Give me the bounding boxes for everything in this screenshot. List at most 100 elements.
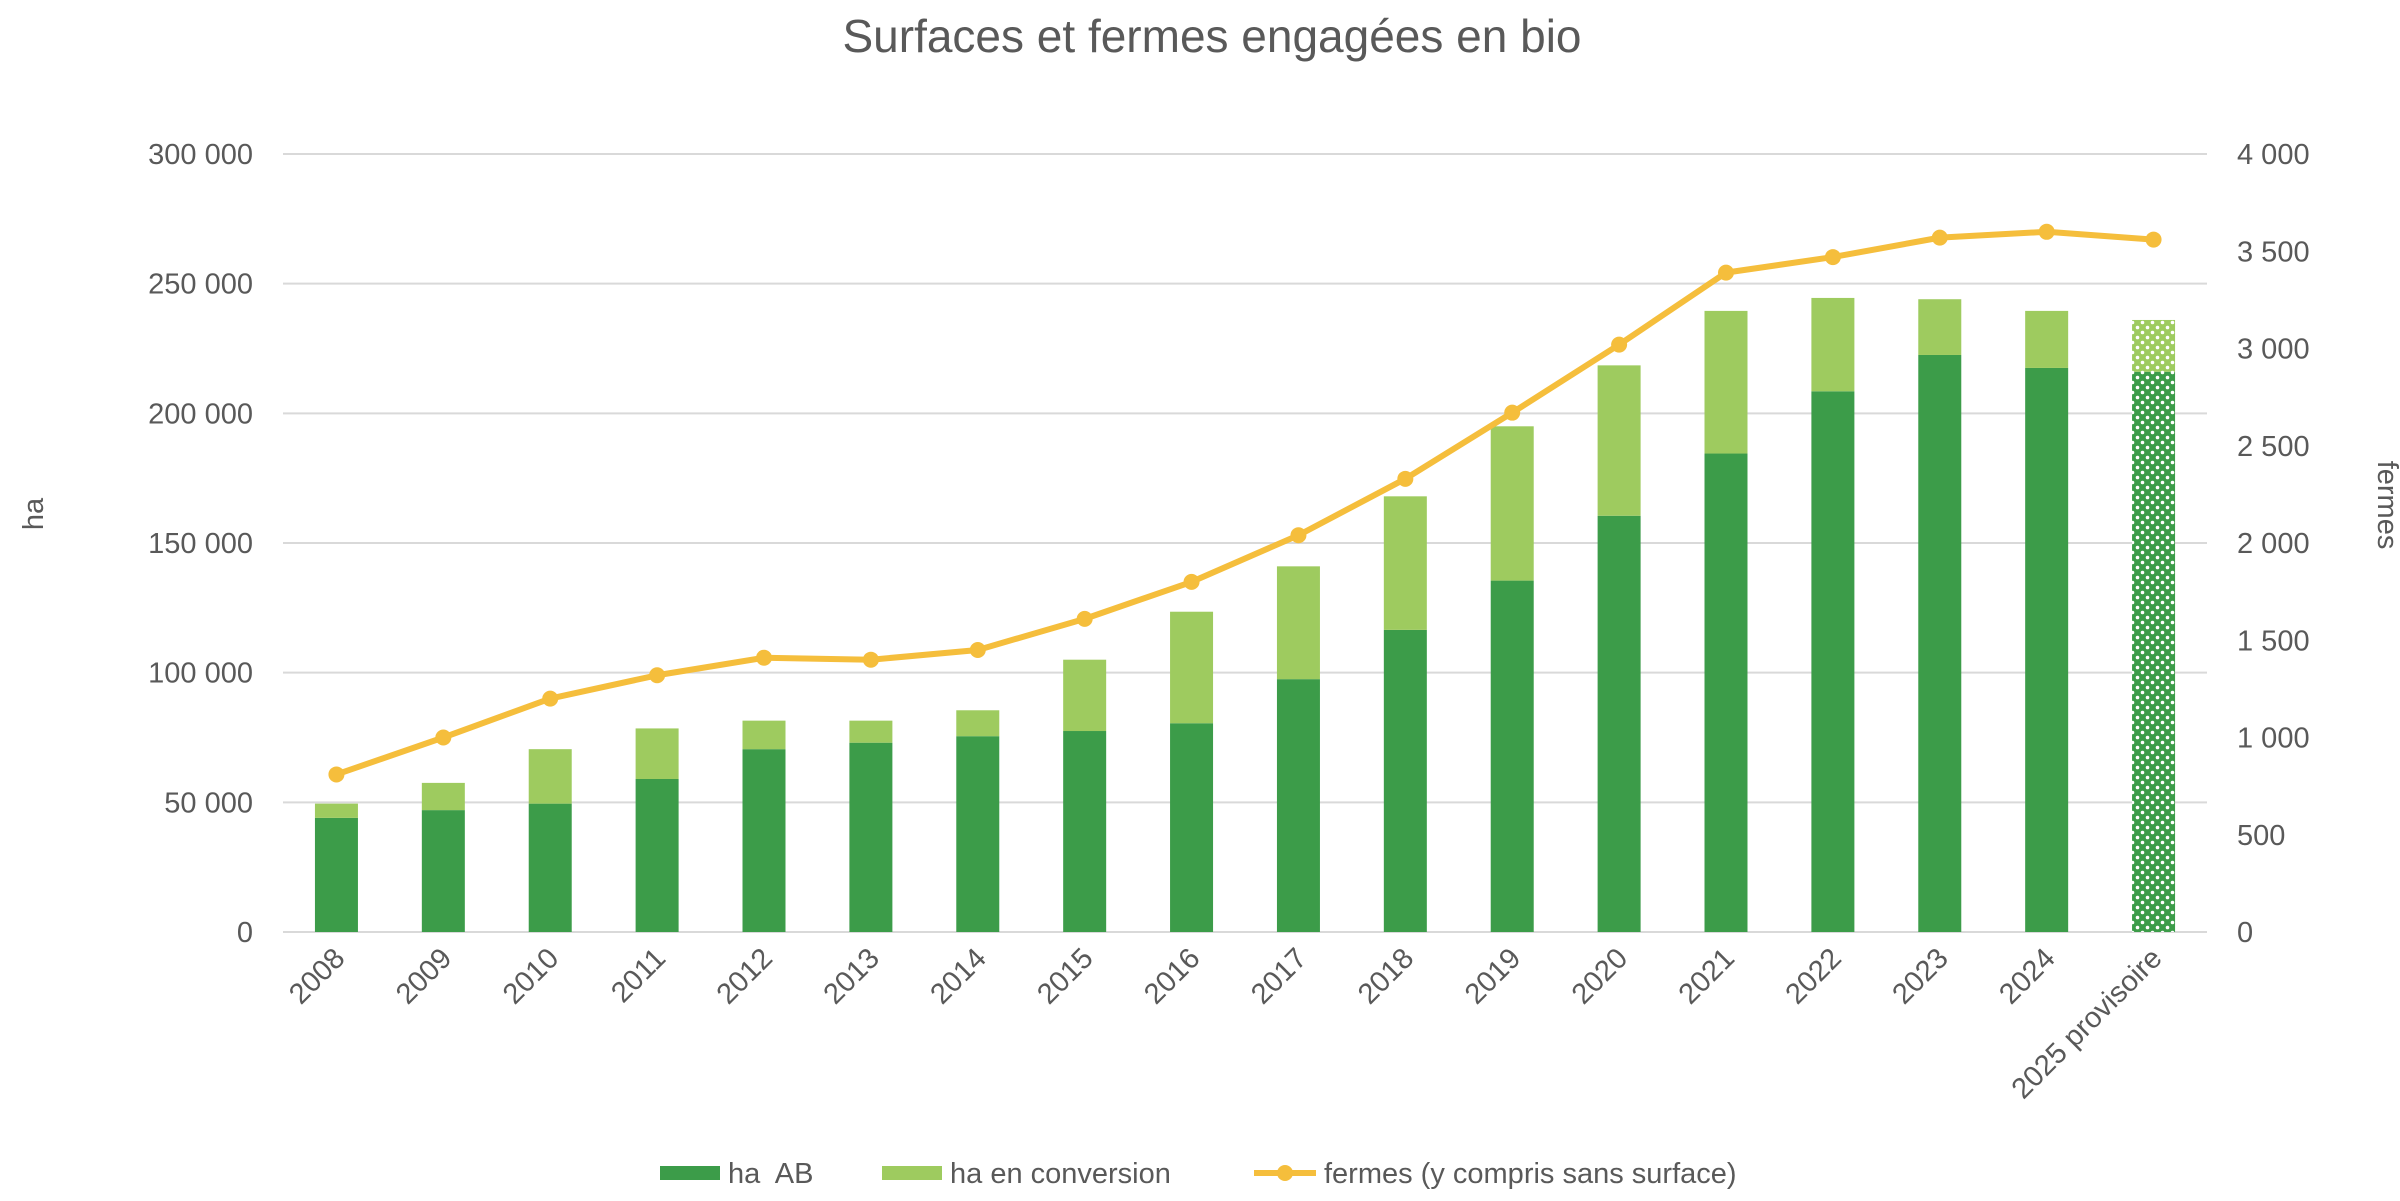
right-axis-tick-label: 1 500 — [2237, 625, 2310, 657]
bar-ha-ab — [528, 803, 572, 932]
right-axis-tick-label: 2 500 — [2237, 431, 2310, 463]
bar-ha-conversion — [1063, 659, 1107, 732]
bar-ha-ab — [1490, 580, 1534, 932]
bar-ha-ab — [1063, 731, 1107, 932]
fermes-point — [1611, 336, 1628, 353]
right-axis-ticks: 0 500 1 000 1 500 2 000 2 500 3 000 3 500 4 000 — [2237, 139, 2310, 949]
x-axis-tick-label: 2015 — [1031, 942, 1099, 1010]
bar-ha-ab — [1597, 515, 1641, 932]
fermes-point — [649, 667, 666, 684]
fermes-point — [1824, 249, 1841, 266]
x-axis-tick-label: 2018 — [1352, 942, 1420, 1010]
right-axis-tick-label: 3 000 — [2237, 334, 2310, 366]
x-axis-tick-label: 2012 — [711, 942, 779, 1010]
right-axis-tick-label: 2 000 — [2237, 528, 2310, 560]
bar-ha-conversion — [1811, 297, 1855, 392]
x-axis-tick-label: 2017 — [1245, 942, 1313, 1010]
bar-ha-conversion — [1383, 496, 1427, 630]
left-axis-tick-label: 100 000 — [148, 658, 253, 690]
x-axis-ticks: 2008 2009 2010 2011 2012 2013 2014 2015 2016 2017… — [283, 942, 2168, 1105]
left-axis-label: ha — [18, 497, 50, 530]
fermes-point — [969, 641, 986, 658]
x-axis-tick-label: 2011 — [605, 942, 672, 1009]
left-axis-ticks: 0 50 000 100 000 150 000 200 000 250 000 300 0… — [148, 139, 253, 949]
gridlines — [283, 153, 2207, 933]
x-axis-tick-label: 2024 — [1993, 942, 2061, 1010]
left-axis-tick-label: 50 000 — [164, 787, 253, 819]
right-axis-tick-label: 4 000 — [2237, 139, 2310, 171]
bar-ha-ab — [1170, 723, 1214, 932]
bar-ha-conversion — [1918, 299, 1962, 355]
fermes-line — [335, 228, 2154, 778]
bar-ha-conversion — [1597, 365, 1641, 516]
bar-ha-ab — [849, 742, 893, 932]
x-axis-tick-label: 2010 — [497, 942, 565, 1010]
right-axis-label: fermes — [2371, 461, 2400, 550]
bar-ha-ab — [1811, 391, 1855, 932]
fermes-point — [862, 651, 879, 668]
legend-label-ha-ab: ha AB — [728, 1158, 813, 1190]
bar-ha-conversion — [742, 720, 786, 750]
fermes-point — [542, 690, 559, 707]
bar-ha-conversion — [2132, 319, 2176, 372]
fermes-point — [2145, 231, 2162, 248]
fermes-point — [328, 766, 345, 783]
bar-ha-ab — [2025, 367, 2069, 932]
legend-label-ha-conversion: ha en conversion — [950, 1158, 1171, 1190]
x-axis-tick-label: 2016 — [1138, 942, 1206, 1010]
left-axis-tick-label: 0 — [237, 917, 253, 949]
bar-ha-conversion — [2025, 310, 2069, 368]
x-axis-tick-label: 2008 — [283, 942, 351, 1010]
bar-ha-conversion — [849, 720, 893, 743]
legend-swatch-fermes-marker — [1277, 1165, 1293, 1181]
bar-ha-ab — [1918, 354, 1962, 932]
fermes-point — [1718, 264, 1734, 281]
bar-ha-ab — [1704, 453, 1748, 932]
fermes-point — [435, 729, 452, 746]
x-axis-tick-label: 2009 — [390, 942, 458, 1010]
bar-ha-conversion — [635, 728, 679, 779]
fermes-point — [1076, 610, 1093, 627]
legend-label-fermes: fermes (y compris sans surface) — [1324, 1158, 1737, 1190]
left-axis-tick-label: 200 000 — [148, 398, 253, 430]
x-axis-tick-label: 2021 — [1673, 942, 1741, 1010]
right-axis-tick-label: 3 500 — [2237, 236, 2310, 268]
legend-swatch-ha-ab — [660, 1166, 720, 1180]
x-axis-tick-label: 2019 — [1459, 942, 1527, 1010]
left-axis-tick-label: 150 000 — [148, 528, 253, 560]
fermes-point — [1183, 573, 1200, 590]
bar-ha-ab — [956, 736, 1000, 932]
bar-ha-ab — [421, 810, 465, 932]
bar-ha-conversion — [1276, 566, 1320, 680]
x-axis-tick-label: 2023 — [1886, 942, 1954, 1010]
chart-title: Surfaces et fermes engagées en bio — [842, 10, 1581, 62]
x-axis-tick-label: 2020 — [1566, 942, 1634, 1010]
bar-ha-ab — [1383, 629, 1427, 932]
fermes-point — [1397, 470, 1414, 487]
bar-ha-conversion — [1170, 611, 1214, 724]
left-axis-tick-label: 300 000 — [148, 139, 253, 171]
bar-ha-conversion — [314, 803, 358, 818]
farms-line — [328, 223, 2162, 783]
bar-ha-ab — [2132, 371, 2176, 933]
fermes-point — [1931, 229, 1948, 246]
bar-ha-ab — [1276, 679, 1320, 932]
bar-ha-conversion — [528, 749, 572, 804]
x-axis-tick-label: 2022 — [1780, 942, 1848, 1010]
legend-swatch-ha-conversion — [882, 1166, 942, 1180]
left-axis-tick-label: 250 000 — [148, 269, 253, 301]
fermes-point — [1290, 527, 1307, 544]
fermes-point — [756, 649, 772, 666]
bars — [314, 297, 2176, 933]
bar-ha-conversion — [956, 710, 1000, 737]
right-axis-tick-label: 500 — [2237, 820, 2285, 852]
x-axis-tick-label: 2013 — [818, 942, 886, 1010]
right-axis-tick-label: 0 — [2237, 917, 2253, 949]
bar-ha-ab — [314, 817, 358, 932]
legend: ha AB ha en conversion fermes (y compris… — [660, 1158, 1737, 1190]
bar-ha-conversion — [421, 782, 465, 811]
fermes-point — [1504, 404, 1521, 421]
bar-ha-ab — [742, 749, 786, 932]
bar-ha-ab — [635, 778, 679, 932]
